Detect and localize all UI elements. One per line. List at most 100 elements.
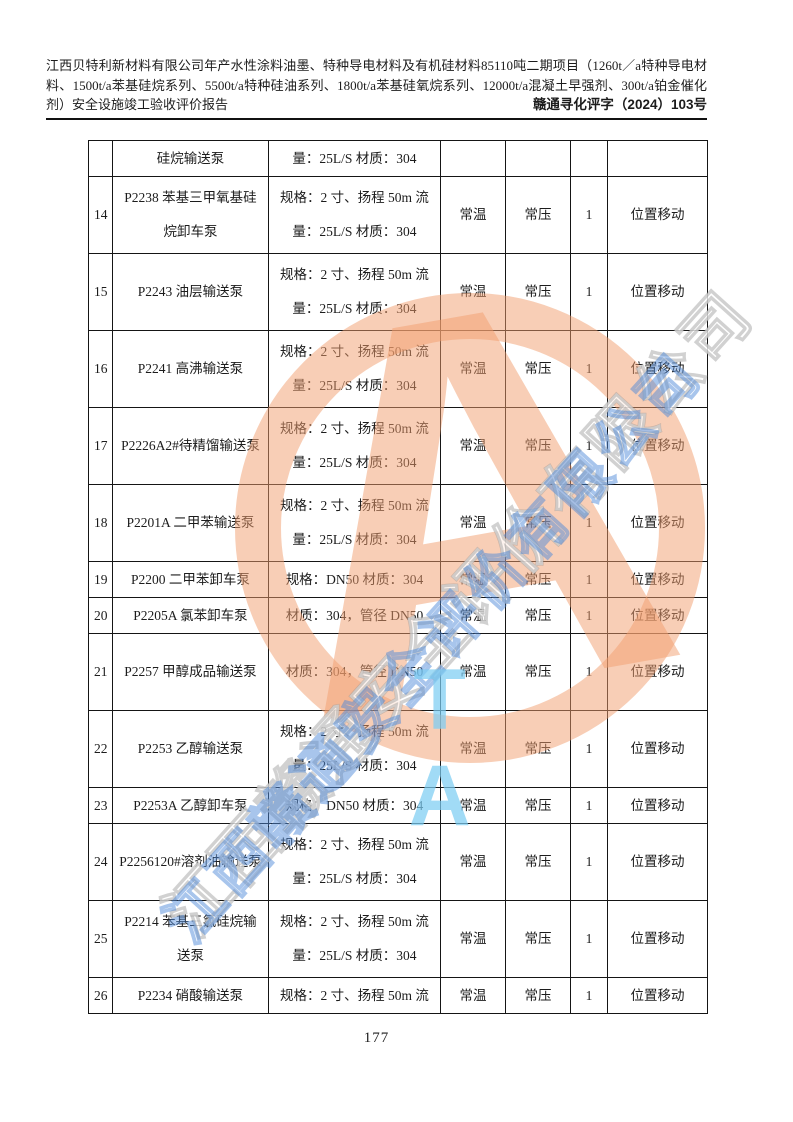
cell-name: 硅烷输送泵 bbox=[112, 140, 269, 177]
cell-qty: 1 bbox=[570, 597, 608, 634]
table-row: 20 P2205A 氯苯卸车泵 材质：304，管径 DN50 常温 常压 1 位置移动 bbox=[88, 597, 708, 634]
cell-spec: 规格：2 寸、扬程 50m 流量：25L/S 材质：304 bbox=[268, 330, 441, 408]
cell-temp: 常温 bbox=[440, 787, 506, 824]
cell-spec: 规格：2 寸、扬程 50m 流量：25L/S 材质：304 bbox=[268, 407, 441, 485]
cell-no: 14 bbox=[88, 176, 113, 254]
cell-press: 常压 bbox=[505, 597, 571, 634]
table-row: 25 P2214 苯基三氯硅烷输送泵 规格：2 寸、扬程 50m 流量：25L/S … bbox=[88, 900, 708, 978]
cell-no: 18 bbox=[88, 484, 113, 562]
cell-no: 22 bbox=[88, 710, 113, 788]
cell-temp: 常温 bbox=[440, 561, 506, 598]
cell-qty: 1 bbox=[570, 823, 608, 901]
cell-spec: 规格：DN50 材质：304 bbox=[268, 787, 441, 824]
cell-loc: 位置移动 bbox=[607, 823, 708, 901]
cell-spec: 量：25L/S 材质：304 bbox=[268, 140, 441, 177]
cell-qty: 1 bbox=[570, 253, 608, 331]
cell-no: 16 bbox=[88, 330, 113, 408]
table-row: 21 P2257 甲醇成品输送泵 材质：304，管径 DN50 常温 常压 1 位置移动 bbox=[88, 633, 708, 711]
cell-temp: 常温 bbox=[440, 407, 506, 485]
cell-name: P2205A 氯苯卸车泵 bbox=[112, 597, 269, 634]
cell-qty: 1 bbox=[570, 900, 608, 978]
equipment-table: 硅烷输送泵 量：25L/S 材质：304 14 P2238 苯基三甲氧基硅烷卸车泵 规格… bbox=[88, 140, 708, 1014]
table-row: 15 P2243 油层输送泵 规格：2 寸、扬程 50m 流量：25L/S 材质：3… bbox=[88, 253, 708, 331]
cell-spec: 规格：2 寸、扬程 50m 流量：25L/S 材质：304 bbox=[268, 176, 441, 254]
cell-press: 常压 bbox=[505, 823, 571, 901]
cell-spec: 规格：2 寸、扬程 50m 流量：25L/S 材质：304 bbox=[268, 823, 441, 901]
cell-no: 20 bbox=[88, 597, 113, 634]
cell-name: P2257 甲醇成品输送泵 bbox=[112, 633, 269, 711]
cell-press: 常压 bbox=[505, 330, 571, 408]
cell-spec: 材质：304，管径 DN50 bbox=[268, 597, 441, 634]
table-row: 14 P2238 苯基三甲氧基硅烷卸车泵 规格：2 寸、扬程 50m 流量：25L/… bbox=[88, 176, 708, 254]
cell-press: 常压 bbox=[505, 977, 571, 1014]
cell-name: P2253 乙醇输送泵 bbox=[112, 710, 269, 788]
table-row: 24 P2256120#溶剂油输送泵 规格：2 寸、扬程 50m 流量：25L/S … bbox=[88, 823, 708, 901]
cell-temp: 常温 bbox=[440, 710, 506, 788]
page-footer: 177 bbox=[46, 1030, 707, 1047]
cell-press: 常压 bbox=[505, 253, 571, 331]
cell-temp: 常温 bbox=[440, 597, 506, 634]
cell-no: 26 bbox=[88, 977, 113, 1014]
cell-loc: 位置移动 bbox=[607, 407, 708, 485]
cell-spec: 规格：2 寸、扬程 50m 流量：25L/S 材质：304 bbox=[268, 484, 441, 562]
cell-qty: 1 bbox=[570, 710, 608, 788]
cell-spec: 规格：DN50 材质：304 bbox=[268, 561, 441, 598]
cell-no: 19 bbox=[88, 561, 113, 598]
cell-qty: 1 bbox=[570, 484, 608, 562]
equipment-table-body: 硅烷输送泵 量：25L/S 材质：304 14 P2238 苯基三甲氧基硅烷卸车泵 规格… bbox=[88, 140, 708, 1014]
report-title: 江西贝特利新材料有限公司年产水性涂料油墨、特种导电材料及有机硅材料85110吨二… bbox=[46, 58, 707, 112]
table-row: 17 P2226A2#待精馏输送泵 规格：2 寸、扬程 50m 流量：25L/S 材… bbox=[88, 407, 708, 485]
cell-press: 常压 bbox=[505, 176, 571, 254]
cell-loc: 位置移动 bbox=[607, 633, 708, 711]
cell-press: 常压 bbox=[505, 900, 571, 978]
cell-loc bbox=[607, 140, 708, 177]
cell-name: P2253A 乙醇卸车泵 bbox=[112, 787, 269, 824]
cell-no: 25 bbox=[88, 900, 113, 978]
cell-press: 常压 bbox=[505, 407, 571, 485]
cell-press: 常压 bbox=[505, 561, 571, 598]
page-header: 江西贝特利新材料有限公司年产水性涂料油墨、特种导电材料及有机硅材料85110吨二… bbox=[46, 56, 707, 120]
cell-loc: 位置移动 bbox=[607, 561, 708, 598]
cell-qty: 1 bbox=[570, 787, 608, 824]
cell-no bbox=[88, 140, 113, 177]
cell-qty: 1 bbox=[570, 176, 608, 254]
cell-loc: 位置移动 bbox=[607, 176, 708, 254]
cell-press bbox=[505, 140, 571, 177]
cell-qty: 1 bbox=[570, 977, 608, 1014]
cell-temp: 常温 bbox=[440, 484, 506, 562]
cell-no: 24 bbox=[88, 823, 113, 901]
cell-spec: 规格：2 寸、扬程 50m 流量：25L/S 材质：304 bbox=[268, 710, 441, 788]
cell-loc: 位置移动 bbox=[607, 900, 708, 978]
cell-temp: 常温 bbox=[440, 253, 506, 331]
cell-name: P2238 苯基三甲氧基硅烷卸车泵 bbox=[112, 176, 269, 254]
cell-spec: 规格：2 寸、扬程 50m 流量：25L/S 材质：304 bbox=[268, 253, 441, 331]
cell-temp: 常温 bbox=[440, 823, 506, 901]
cell-name: P2214 苯基三氯硅烷输送泵 bbox=[112, 900, 269, 978]
cell-name: P2226A2#待精馏输送泵 bbox=[112, 407, 269, 485]
cell-temp: 常温 bbox=[440, 633, 506, 711]
table-row: 26 P2234 硝酸输送泵 规格：2 寸、扬程 50m 流常温 常压 1 位置移动 bbox=[88, 977, 708, 1014]
cell-name: P2200 二甲苯卸车泵 bbox=[112, 561, 269, 598]
cell-temp bbox=[440, 140, 506, 177]
cell-press: 常压 bbox=[505, 787, 571, 824]
cell-name: P2201A 二甲苯输送泵 bbox=[112, 484, 269, 562]
cell-no: 23 bbox=[88, 787, 113, 824]
cell-qty: 1 bbox=[570, 561, 608, 598]
table-row: 23 P2253A 乙醇卸车泵 规格：DN50 材质：304 常温 常压 1 位置移动 bbox=[88, 787, 708, 824]
cell-press: 常压 bbox=[505, 484, 571, 562]
doc-number: 赣通寻化评字（2024）103号 bbox=[532, 97, 707, 112]
cell-qty bbox=[570, 140, 608, 177]
cell-name: P2234 硝酸输送泵 bbox=[112, 977, 269, 1014]
table-row: 18 P2201A 二甲苯输送泵 规格：2 寸、扬程 50m 流量：25L/S 材质… bbox=[88, 484, 708, 562]
table-row: 16 P2241 高沸输送泵 规格：2 寸、扬程 50m 流量：25L/S 材质：3… bbox=[88, 330, 708, 408]
cell-loc: 位置移动 bbox=[607, 977, 708, 1014]
table-row: 19 P2200 二甲苯卸车泵 规格：DN50 材质：304 常温 常压 1 位置移动 bbox=[88, 561, 708, 598]
cell-qty: 1 bbox=[570, 633, 608, 711]
cell-loc: 位置移动 bbox=[607, 330, 708, 408]
table-row: 硅烷输送泵 量：25L/S 材质：304 bbox=[88, 140, 708, 177]
page-number: 177 bbox=[363, 1030, 390, 1046]
table-row: 22 P2253 乙醇输送泵 规格：2 寸、扬程 50m 流量：25L/S 材质：3… bbox=[88, 710, 708, 788]
cell-name: P2256120#溶剂油输送泵 bbox=[112, 823, 269, 901]
cell-temp: 常温 bbox=[440, 900, 506, 978]
